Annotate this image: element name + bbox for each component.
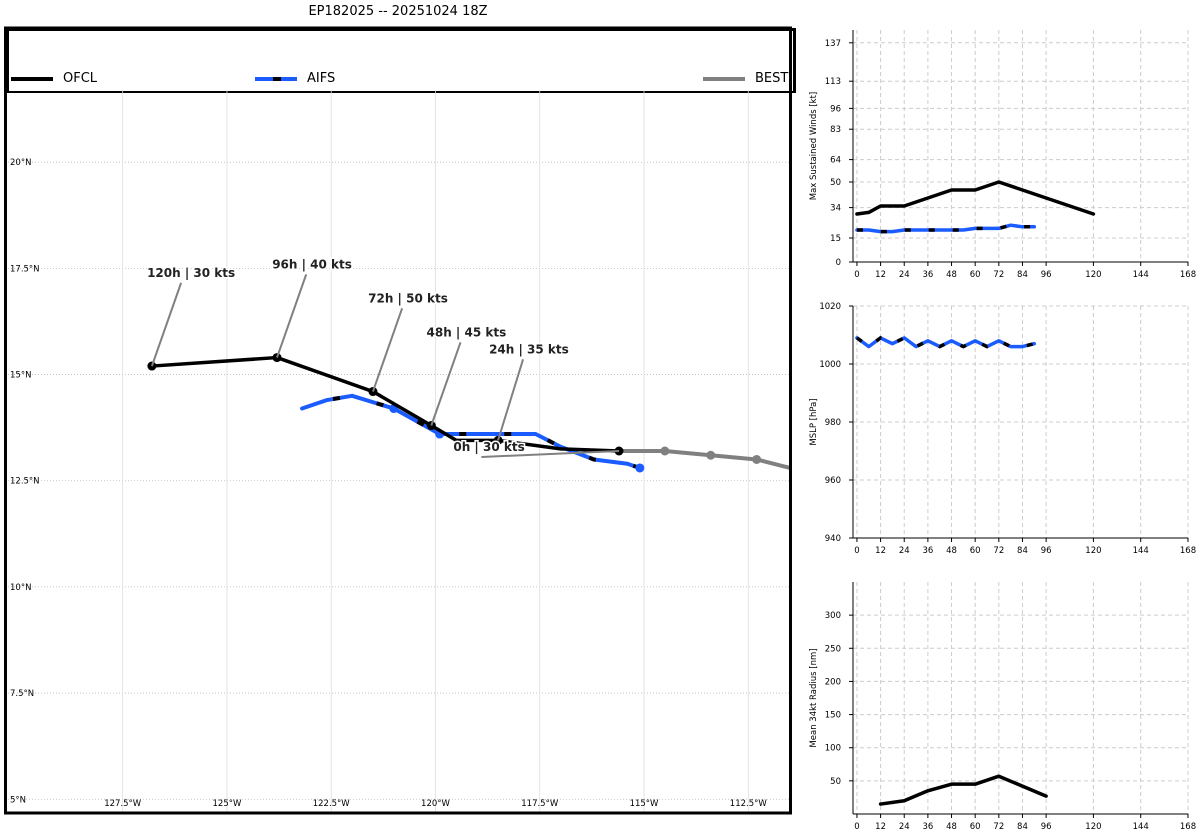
y-tick-label: 960 bbox=[825, 476, 841, 486]
x-tick-label: 12 bbox=[875, 546, 886, 556]
y-tick-label: 137 bbox=[825, 39, 841, 49]
y-tick-label: 940 bbox=[825, 534, 841, 544]
x-tick-label: 84 bbox=[1017, 270, 1028, 280]
chart-canvas: 20°N 17.5°N 15°N 12.5°N 10°N 7.5°N 5°N 127.5°W 1… bbox=[0, 0, 1200, 840]
y-tick-label: 50 bbox=[830, 777, 841, 787]
x-tick-label: 60 bbox=[970, 270, 981, 280]
x-tick-label: 12 bbox=[875, 270, 886, 280]
x-tick-label: 72 bbox=[993, 546, 1004, 556]
lat-tick-label: 12.5°N bbox=[10, 477, 40, 487]
x-tick-label: 48 bbox=[946, 270, 957, 280]
lat-tick-label: 20°N bbox=[10, 158, 31, 168]
y-tick-label: 150 bbox=[825, 711, 841, 721]
best-track-marker bbox=[660, 447, 669, 456]
track-map: 20°N 17.5°N 15°N 12.5°N 10°N 7.5°N 5°N 127.5°W 1… bbox=[6, 28, 791, 813]
lon-tick-label: 117.5°W bbox=[521, 799, 559, 809]
lat-tick-label: 7.5°N bbox=[10, 689, 34, 699]
x-tick-label: 24 bbox=[899, 546, 910, 556]
annotation-120h-30-kts: 120h | 30 kts bbox=[147, 266, 235, 280]
annotation-leader bbox=[277, 274, 306, 357]
x-tick-label: 144 bbox=[1133, 270, 1149, 280]
x-tick-label: 120 bbox=[1085, 546, 1101, 556]
y-tick-label: 96 bbox=[830, 104, 841, 114]
tracks bbox=[147, 353, 790, 472]
aifs-track-line bbox=[302, 396, 640, 468]
y-tick-label: 100 bbox=[825, 744, 841, 754]
pressure-panel: 0 12 24 36 48 60 72 84 96 120 144 168 940 960 980 1000 1… bbox=[809, 302, 1196, 556]
x-tick-label: 0 bbox=[854, 270, 859, 280]
x-tick-label: 0 bbox=[854, 546, 859, 556]
y-tick-label: 1020 bbox=[819, 302, 841, 312]
y-axis-label: Mean 34kt Radius [nm] bbox=[809, 648, 819, 747]
annotation-24h-35-kts: 24h | 35 kts bbox=[489, 342, 569, 356]
x-tick-label: 84 bbox=[1017, 822, 1028, 832]
lon-tick-label: 112.5°W bbox=[730, 799, 768, 809]
x-tick-label: 60 bbox=[970, 546, 981, 556]
y-tick-label: 250 bbox=[825, 644, 841, 654]
best-track-marker bbox=[752, 455, 761, 464]
annotation-72h-50-kts: 72h | 50 kts bbox=[368, 291, 448, 305]
lon-tick-label: 115°W bbox=[630, 799, 659, 809]
y-tick-label: 0 bbox=[836, 258, 841, 268]
annotation-0h-30-kts: 0h | 30 kts bbox=[453, 440, 524, 454]
x-tick-label: 168 bbox=[1180, 270, 1196, 280]
y-tick-label: 50 bbox=[830, 178, 841, 188]
x-tick-label: 168 bbox=[1180, 546, 1196, 556]
x-tick-label: 144 bbox=[1133, 546, 1149, 556]
lat-tick-label: 15°N bbox=[10, 371, 31, 381]
annotation-leader bbox=[498, 359, 523, 440]
annotation-96h-40-kts: 96h | 40 kts bbox=[272, 257, 352, 271]
y-tick-label: 113 bbox=[825, 77, 841, 87]
x-tick-label: 36 bbox=[922, 270, 933, 280]
x-tick-label: 60 bbox=[970, 822, 981, 832]
x-tick-label: 96 bbox=[1041, 822, 1052, 832]
lat-tick-label: 5°N bbox=[10, 795, 26, 805]
x-tick-label: 144 bbox=[1133, 822, 1149, 832]
lon-tick-label: 122.5°W bbox=[313, 799, 351, 809]
annotation-48h-45-kts: 48h | 45 kts bbox=[427, 325, 507, 339]
aifs-track-marker bbox=[635, 463, 644, 472]
lon-tick-label: 120°W bbox=[421, 799, 450, 809]
x-tick-label: 24 bbox=[899, 822, 910, 832]
y-tick-label: 980 bbox=[825, 418, 841, 428]
x-tick-label: 24 bbox=[899, 270, 910, 280]
x-tick-label: 48 bbox=[946, 822, 957, 832]
annotations: 0h | 30 kts 24h | 35 kts 48h | 45 kts 72h |… bbox=[147, 257, 619, 457]
radius-panel: 0 12 24 36 48 60 72 84 96 120 144 168 50 100 150 200 250… bbox=[809, 582, 1196, 832]
best-track-marker bbox=[706, 451, 715, 460]
annotation-leader bbox=[373, 308, 402, 391]
y-axis-label: MSLP [hPa] bbox=[809, 398, 819, 445]
x-tick-label: 72 bbox=[993, 270, 1004, 280]
x-tick-label: 168 bbox=[1180, 822, 1196, 832]
lon-tick-label: 127.5°W bbox=[104, 799, 142, 809]
x-tick-label: 96 bbox=[1041, 270, 1052, 280]
lat-tick-label: 17.5°N bbox=[10, 264, 40, 274]
y-tick-label: 200 bbox=[825, 677, 841, 687]
y-tick-label: 34 bbox=[830, 204, 841, 214]
x-tick-label: 120 bbox=[1085, 822, 1101, 832]
annotation-leader bbox=[152, 283, 181, 366]
y-axis-label: Max Sustained Winds [kt] bbox=[809, 92, 819, 200]
map-frame bbox=[6, 28, 791, 813]
x-tick-label: 0 bbox=[854, 822, 859, 832]
lat-tick-label: 10°N bbox=[10, 583, 31, 593]
x-tick-label: 72 bbox=[993, 822, 1004, 832]
x-tick-label: 48 bbox=[946, 546, 957, 556]
y-tick-label: 15 bbox=[830, 234, 841, 244]
y-tick-label: 64 bbox=[830, 156, 841, 166]
x-tick-label: 36 bbox=[922, 546, 933, 556]
lon-tick-label: 125°W bbox=[213, 799, 242, 809]
x-tick-label: 36 bbox=[922, 822, 933, 832]
wind-panel: 0 12 24 36 48 60 72 84 96 120 144 168 0 15 34 50 64 83 96 1… bbox=[809, 30, 1196, 280]
x-tick-label: 120 bbox=[1085, 270, 1101, 280]
y-tick-label: 83 bbox=[830, 125, 841, 135]
y-tick-label: 300 bbox=[825, 611, 841, 621]
x-tick-label: 84 bbox=[1017, 546, 1028, 556]
best-track-line bbox=[619, 451, 790, 468]
x-tick-label: 12 bbox=[875, 822, 886, 832]
y-tick-label: 1000 bbox=[819, 360, 841, 370]
x-tick-label: 96 bbox=[1041, 546, 1052, 556]
